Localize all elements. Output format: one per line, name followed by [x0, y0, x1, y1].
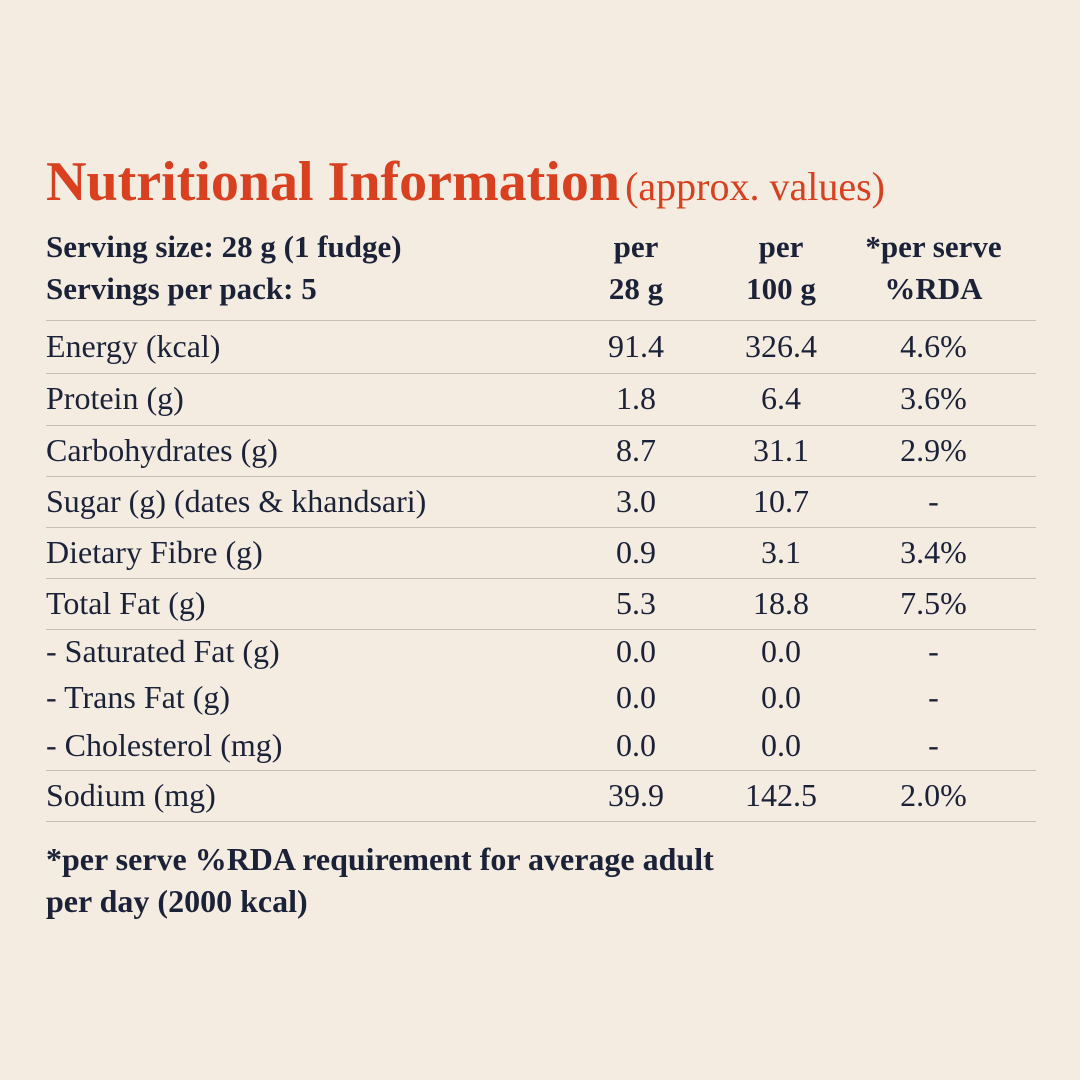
row-label: - Saturated Fat (g) — [46, 633, 280, 669]
value-per-28g: 39.9 — [608, 777, 664, 813]
value-rda: - — [928, 679, 939, 715]
row-label: - Cholesterol (mg) — [46, 727, 283, 763]
value-per-28g: 0.0 — [616, 679, 656, 715]
serving-size: Serving size: 28 g (1 fudge) — [46, 229, 402, 264]
table-row: Sodium (mg) 39.9 142.5 2.0% — [46, 770, 1036, 822]
column-header-line: 28 g — [608, 271, 664, 306]
value-per-28g: 8.7 — [616, 432, 656, 468]
servings-per-pack: Servings per pack: 5 — [46, 271, 317, 306]
value-per-28g: 91.4 — [608, 328, 664, 364]
value-per-100g: 10.7 — [753, 483, 809, 519]
value-rda: 3.4% — [900, 534, 967, 570]
title-main: Nutritional Information — [46, 151, 620, 213]
value-per-28g: 0.0 — [616, 727, 656, 763]
value-rda: - — [928, 483, 939, 519]
row-label: Dietary Fibre (g) — [46, 534, 263, 570]
value-rda: 2.0% — [900, 777, 967, 813]
row-label: Sugar (g) (dates & khandsari) — [46, 483, 427, 519]
page-title: Nutritional Information (approx. values) — [46, 150, 885, 214]
value-per-100g: 18.8 — [753, 585, 809, 621]
table-header: Serving size: 28 g (1 fudge) Servings pe… — [46, 226, 1036, 321]
title-subtitle: (approx. values) — [625, 164, 885, 209]
value-per-100g: 0.0 — [761, 727, 801, 763]
footnote-line: per day (2000 kcal) — [46, 883, 308, 919]
table-row: Energy (kcal) 91.4 326.4 4.6% — [46, 321, 1036, 374]
table-row: - Trans Fat (g) 0.0 0.0 - — [46, 675, 1036, 721]
footnote-line: *per serve %RDA requirement for average … — [46, 841, 714, 877]
value-per-28g: 1.8 — [616, 380, 656, 416]
value-per-100g: 3.1 — [761, 534, 801, 570]
column-header-line: 100 g — [746, 271, 816, 306]
value-rda: 7.5% — [900, 585, 967, 621]
value-rda: 3.6% — [900, 380, 967, 416]
value-per-100g: 31.1 — [753, 432, 809, 468]
table-row: Total Fat (g) 5.3 18.8 7.5% — [46, 578, 1036, 630]
value-rda: 4.6% — [900, 328, 967, 364]
column-header-rda: *per serve %RDA — [846, 226, 1021, 310]
column-header-line: %RDA — [884, 271, 983, 306]
value-per-100g: 6.4 — [761, 380, 801, 416]
column-header-line: *per serve — [865, 229, 1002, 264]
footnote: *per serve %RDA requirement for average … — [46, 838, 866, 922]
row-label: Energy (kcal) — [46, 328, 221, 364]
value-rda: 2.9% — [900, 432, 967, 468]
table-row: - Saturated Fat (g) 0.0 0.0 - — [46, 629, 1036, 675]
value-per-28g: 3.0 — [616, 483, 656, 519]
table-row: Carbohydrates (g) 8.7 31.1 2.9% — [46, 425, 1036, 477]
column-header-per-100g: per 100 g — [726, 226, 836, 310]
column-header-line: per — [758, 229, 804, 264]
value-rda: - — [928, 633, 939, 669]
value-per-100g: 0.0 — [761, 633, 801, 669]
value-per-100g: 326.4 — [745, 328, 817, 364]
table-row: Sugar (g) (dates & khandsari) 3.0 10.7 - — [46, 476, 1036, 528]
value-per-28g: 0.9 — [616, 534, 656, 570]
row-label: Sodium (mg) — [46, 777, 216, 813]
table-row: - Cholesterol (mg) 0.0 0.0 - — [46, 721, 1036, 771]
row-label: Protein (g) — [46, 380, 184, 416]
column-header-per-28g: per 28 g — [591, 226, 681, 310]
value-per-100g: 0.0 — [761, 679, 801, 715]
table-row: Dietary Fibre (g) 0.9 3.1 3.4% — [46, 527, 1036, 579]
column-header-line: per — [613, 229, 659, 264]
value-per-28g: 0.0 — [616, 633, 656, 669]
row-label: Carbohydrates (g) — [46, 432, 278, 468]
row-label: Total Fat (g) — [46, 585, 206, 621]
table-row: Protein (g) 1.8 6.4 3.6% — [46, 373, 1036, 426]
value-per-28g: 5.3 — [616, 585, 656, 621]
row-label: - Trans Fat (g) — [46, 679, 231, 715]
serving-info: Serving size: 28 g (1 fudge) Servings pe… — [46, 226, 402, 310]
value-rda: - — [928, 727, 939, 763]
value-per-100g: 142.5 — [745, 777, 817, 813]
